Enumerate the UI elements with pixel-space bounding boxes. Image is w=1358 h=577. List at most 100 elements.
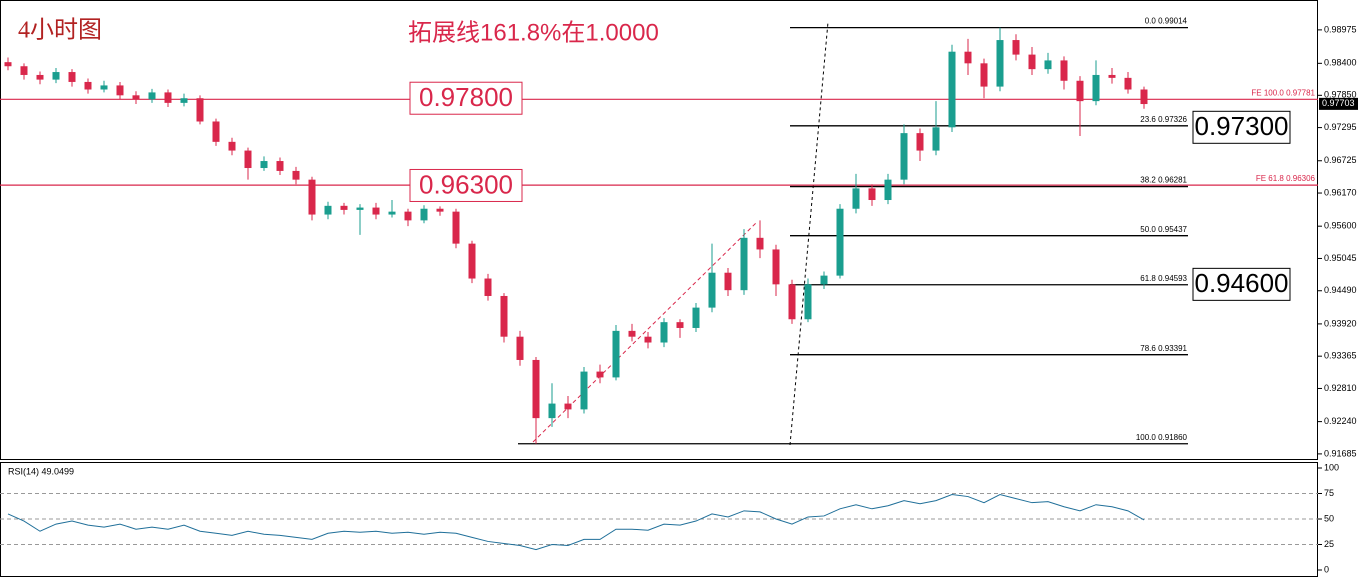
candle-body (964, 51, 972, 64)
candle-body (628, 330, 636, 337)
candle-body (804, 284, 812, 320)
y-tick-label: 0.94490 (1324, 285, 1357, 295)
y-tick-label: 0.95600 (1324, 221, 1357, 231)
chart-title: 4小时图 (18, 17, 102, 44)
candle-body (20, 66, 28, 75)
candle-body (452, 211, 460, 244)
candle-body (596, 371, 604, 378)
price-box (409, 81, 523, 115)
candle-body (52, 72, 60, 80)
candle-body (692, 307, 700, 328)
candle-body (580, 371, 588, 410)
candle-body (84, 81, 92, 90)
candle-body (788, 284, 796, 320)
candle-body (660, 322, 668, 343)
y-tick-label: 0.91685 (1324, 448, 1357, 458)
price-box-label: 0.94600 (1195, 268, 1289, 298)
candle-body (308, 179, 316, 215)
candle-body (196, 98, 204, 122)
candle-body (500, 295, 508, 337)
fib-label: 23.6 0.97326 (1140, 115, 1187, 124)
candle-body (772, 249, 780, 285)
candle-body (68, 72, 76, 82)
candle-body (916, 133, 924, 151)
candle-body (564, 403, 572, 410)
fib-label: 61.8 0.94593 (1140, 274, 1187, 283)
candle-body (100, 85, 108, 90)
candle-body (724, 272, 732, 291)
candle-body (276, 161, 284, 171)
candle-body (868, 188, 876, 201)
rsi-tick-label: 100 (1324, 462, 1339, 472)
trend-line (789, 21, 829, 446)
fib-label: 100.0 0.91860 (1136, 433, 1188, 442)
candle-body (1076, 80, 1084, 102)
candle-body (900, 133, 908, 180)
candle-body (708, 272, 716, 308)
rsi-line (7, 493, 1145, 551)
candle-body (548, 403, 556, 419)
candle-body (340, 205, 348, 210)
candle-body (996, 40, 1004, 87)
y-tick-label: 0.92240 (1324, 416, 1357, 426)
candle-body (148, 92, 156, 100)
main-frame (0, 0, 1318, 460)
candle-body (116, 85, 124, 96)
candle-body (1108, 74, 1116, 78)
candle-body (1124, 77, 1132, 90)
current-price-label: 0.97703 (1322, 98, 1355, 108)
candle-body (1092, 74, 1100, 102)
y-tick-label: 0.96170 (1324, 187, 1357, 197)
candle-body (212, 121, 220, 142)
candle-body (1140, 89, 1148, 105)
price-box-label: 0.97800 (419, 82, 513, 112)
candle-body (260, 161, 268, 169)
candle-body (532, 359, 540, 419)
candle-body (372, 207, 380, 215)
rsi-tick-label: 25 (1324, 539, 1334, 549)
current-price-tag (1319, 97, 1358, 110)
candle-body (228, 141, 236, 151)
candle-body (420, 208, 428, 221)
fib-label: 78.6 0.93391 (1140, 344, 1187, 353)
y-tick-label: 0.93365 (1324, 351, 1357, 361)
fib-label: 50.0 0.95437 (1140, 225, 1187, 234)
chart-subtitle: 拓展线161.8%在1.0000 (408, 19, 659, 46)
y-tick-label: 0.98400 (1324, 58, 1357, 68)
fe-label: FE 100.0 0.97781 (1251, 88, 1315, 97)
candle-body (836, 208, 844, 276)
y-tick-label: 0.97295 (1324, 122, 1357, 132)
y-tick-label: 0.98975 (1324, 24, 1357, 34)
candle-body (932, 127, 940, 151)
candle-body (292, 170, 300, 180)
candle-body (180, 98, 188, 103)
candle-body (948, 51, 956, 128)
candle-body (1012, 40, 1020, 55)
price-box-label: 0.97300 (1195, 111, 1289, 141)
candle-body (404, 211, 412, 221)
candle-body (36, 74, 44, 80)
candle-body (1044, 60, 1052, 70)
candle-body (436, 208, 444, 212)
rsi-tick-label: 50 (1324, 513, 1334, 523)
rsi-tick-label: 0 (1324, 564, 1329, 574)
fib-label: 38.2 0.96281 (1140, 176, 1187, 185)
y-tick-label: 0.92810 (1324, 383, 1357, 393)
candle-body (132, 95, 140, 100)
candle-body (516, 336, 524, 360)
price-box (1192, 110, 1291, 144)
candle-body (468, 243, 476, 279)
candle-body (756, 237, 764, 250)
candle-body (676, 322, 684, 328)
price-box (409, 168, 523, 202)
candle-body (388, 211, 396, 215)
candle-body (852, 188, 860, 209)
price-box (1192, 267, 1291, 301)
rsi-tick-label: 75 (1324, 488, 1334, 498)
candle-body (324, 205, 332, 215)
y-tick-label: 0.93920 (1324, 318, 1357, 328)
candle-body (1028, 54, 1036, 70)
rsi-label: RSI(14) 49.0499 (8, 466, 74, 476)
